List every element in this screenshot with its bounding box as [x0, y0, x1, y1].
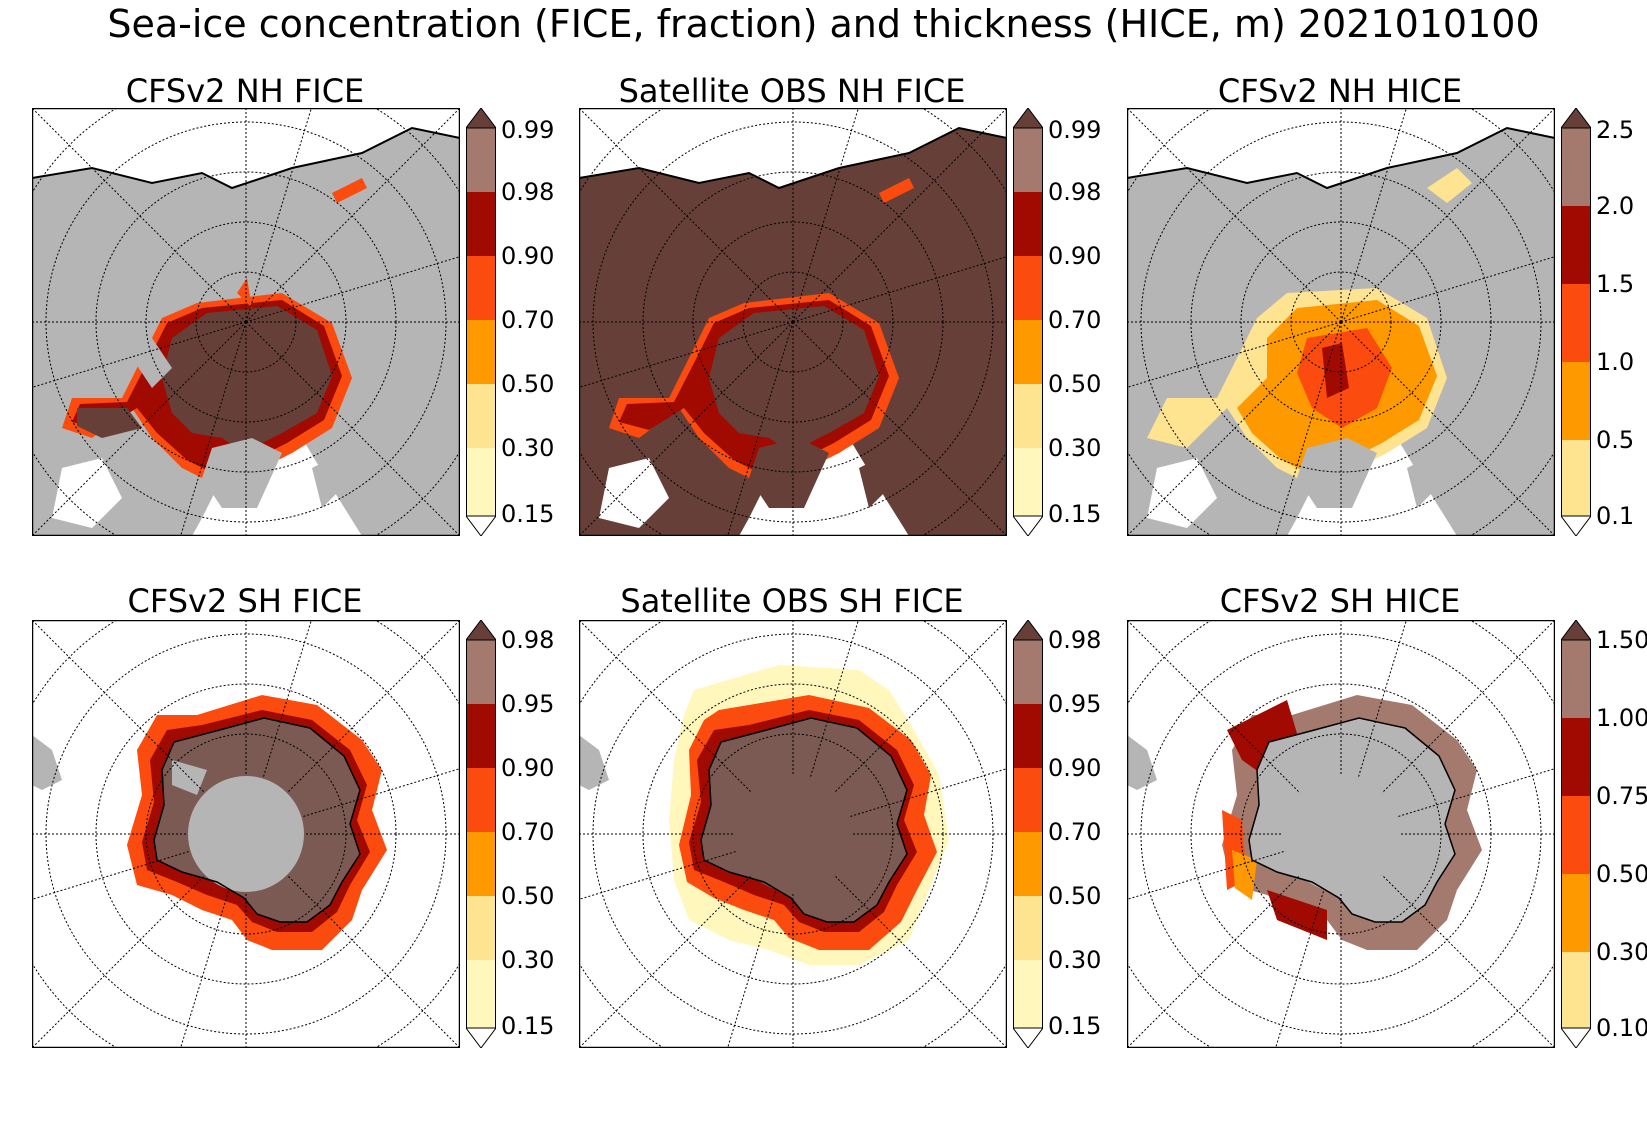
colorbar-cfsv2-sh-hice: 1.50 1.00 0.75 0.50 0.30 0.10	[1561, 620, 1647, 1048]
map-satellite-sh-fice	[579, 620, 1007, 1048]
colorbar-tick: 0.15	[501, 500, 555, 528]
colorbar-tick: 0.50	[1048, 882, 1102, 910]
colorbar-tick: 0.99	[501, 116, 555, 144]
colorbar-tick: 0.30	[1048, 434, 1102, 462]
colorbar-tick: 0.15	[1048, 500, 1102, 528]
colorbar-tick: 0.99	[1048, 116, 1102, 144]
colorbar-tick: 0.30	[1596, 938, 1647, 966]
colorbar-tick: 0.50	[501, 882, 555, 910]
colorbar-tick: 0.70	[1048, 818, 1102, 846]
colorbar-tick: 0.50	[1596, 860, 1647, 888]
colorbar-tick: 0.98	[501, 178, 555, 206]
colorbar-tick: 0.30	[501, 946, 555, 974]
map-cfsv2-nh-fice	[32, 108, 460, 536]
colorbar-tick: 0.1	[1596, 502, 1635, 530]
panel-title-satellite-nh-fice: Satellite OBS NH FICE	[618, 72, 966, 110]
colorbar-cfsv2-sh-fice: 0.98 0.95 0.90 0.70 0.50 0.30 0.15	[466, 620, 596, 1048]
colorbar-tick: 0.15	[501, 1012, 555, 1040]
colorbar-tick: 0.30	[1048, 946, 1102, 974]
map-cfsv2-nh-hice	[1127, 108, 1555, 536]
colorbar-tick: 2.5	[1596, 116, 1635, 144]
panel-title-cfsv2-sh-fice: CFSv2 SH FICE	[127, 582, 363, 620]
colorbar-tick: 1.0	[1596, 348, 1635, 376]
colorbar-tick: 0.95	[1048, 690, 1102, 718]
colorbar-tick: 0.75	[1596, 782, 1647, 810]
colorbar-tick: 1.00	[1596, 704, 1647, 732]
map-cfsv2-sh-hice	[1127, 620, 1555, 1048]
colorbar-tick: 0.98	[501, 626, 555, 654]
colorbar-tick: 1.50	[1596, 626, 1647, 654]
colorbar-tick: 0.10	[1596, 1014, 1647, 1042]
colorbar-tick: 0.5	[1596, 426, 1635, 454]
colorbar-tick: 0.98	[1048, 626, 1102, 654]
colorbar-tick: 0.90	[501, 242, 555, 270]
colorbar-tick: 0.90	[1048, 754, 1102, 782]
colorbar-tick: 0.70	[1048, 306, 1102, 334]
panel-title-cfsv2-nh-hice: CFSv2 NH HICE	[1217, 72, 1463, 110]
colorbar-cfsv2-nh-fice: 0.99 0.98 0.90 0.70 0.50 0.30 0.15	[466, 108, 596, 536]
colorbar-tick: 0.15	[1048, 1012, 1102, 1040]
colorbar-tick: 0.98	[1048, 178, 1102, 206]
panel-title-satellite-sh-fice: Satellite OBS SH FICE	[620, 582, 964, 620]
colorbar-tick: 0.90	[501, 754, 555, 782]
panel-title-cfsv2-nh-fice: CFSv2 NH FICE	[125, 72, 365, 110]
colorbar-tick: 0.50	[501, 370, 555, 398]
colorbar-satellite-nh-fice: 0.99 0.98 0.90 0.70 0.50 0.30 0.15	[1013, 108, 1143, 536]
colorbar-tick: 0.50	[1048, 370, 1102, 398]
colorbar-tick: 1.5	[1596, 270, 1635, 298]
colorbar-cfsv2-nh-hice: 2.5 2.0 1.5 1.0 0.5 0.1	[1561, 108, 1647, 536]
map-cfsv2-sh-fice	[32, 620, 460, 1048]
colorbar-tick: 2.0	[1596, 192, 1635, 220]
colorbar-tick: 0.30	[501, 434, 555, 462]
panel-title-cfsv2-sh-hice: CFSv2 SH HICE	[1219, 582, 1461, 620]
figure-title: Sea-ice concentration (FICE, fraction) a…	[107, 2, 1540, 46]
colorbar-satellite-sh-fice: 0.98 0.95 0.90 0.70 0.50 0.30 0.15	[1013, 620, 1143, 1048]
colorbar-tick: 0.90	[1048, 242, 1102, 270]
colorbar-tick: 0.70	[501, 306, 555, 334]
map-satellite-nh-fice	[579, 108, 1007, 536]
colorbar-tick: 0.95	[501, 690, 555, 718]
colorbar-tick: 0.70	[501, 818, 555, 846]
